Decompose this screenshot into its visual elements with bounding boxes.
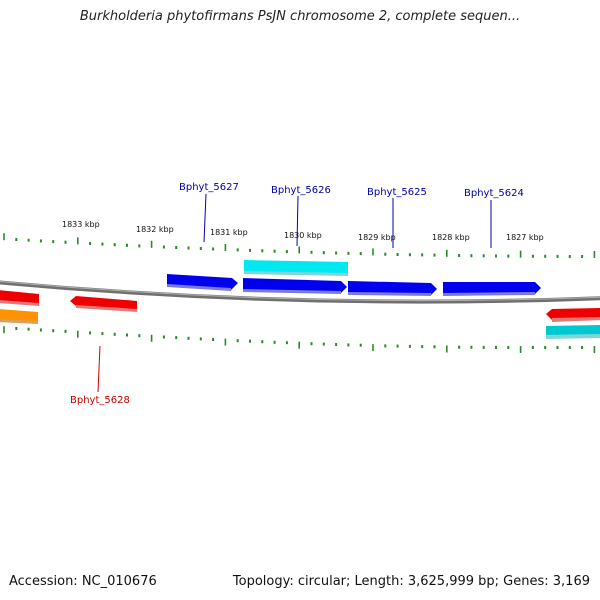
topology-summary: Topology: circular; Length: 3,625,999 bp… [232,574,590,589]
outer-tick-ring [3,233,596,258]
reverse-feature-left[interactable] [0,309,38,324]
leader-line-bphyt-5628 [97,345,101,393]
gene-label-bphyt-5624[interactable]: Bphyt_5624 [464,188,524,199]
inner-tick-ring [3,326,596,353]
scale-label: 1828 kbp [432,233,470,242]
leader-line-bphyt-5627 [203,193,207,243]
scale-label: 1831 kbp [210,228,248,237]
gene-bphyt-5626-arrow[interactable] [243,278,347,294]
chromosome-backbone-highlight [0,280,600,302]
chromosome-backbone [0,280,600,304]
scale-label: 1829 kbp [358,233,396,242]
gene-bphyt-5624-arrow[interactable] [443,282,541,296]
scale-label: 1832 kbp [136,225,174,234]
gene-bphyt-5625-arrow[interactable] [348,281,437,296]
scale-label: 1830 kbp [284,231,322,240]
gene-bphyt-5627-arrow[interactable] [167,274,238,291]
gene-label-bphyt-5628[interactable]: Bphyt_5628 [70,395,130,406]
leader-line-bphyt-5626 [296,195,299,247]
gene-label-bphyt-5627[interactable]: Bphyt_5627 [179,182,239,193]
reverse-cds-right[interactable] [546,308,600,322]
forward-feature[interactable] [244,260,348,276]
reverse-feature-right[interactable] [546,325,600,339]
gene-label-bphyt-5625[interactable]: Bphyt_5625 [367,187,427,198]
scale-label: 1827 kbp [506,233,544,242]
gene-bphyt-5628-arrow[interactable] [70,296,137,312]
accession-label: Accession: NC_010676 [9,574,157,589]
reverse-cds-left[interactable] [0,290,39,306]
scale-label: 1833 kbp [62,220,100,229]
map-title: Burkholderia phytofirmans PsJN chromosom… [79,9,521,24]
gene-label-bphyt-5626[interactable]: Bphyt_5626 [271,185,331,196]
